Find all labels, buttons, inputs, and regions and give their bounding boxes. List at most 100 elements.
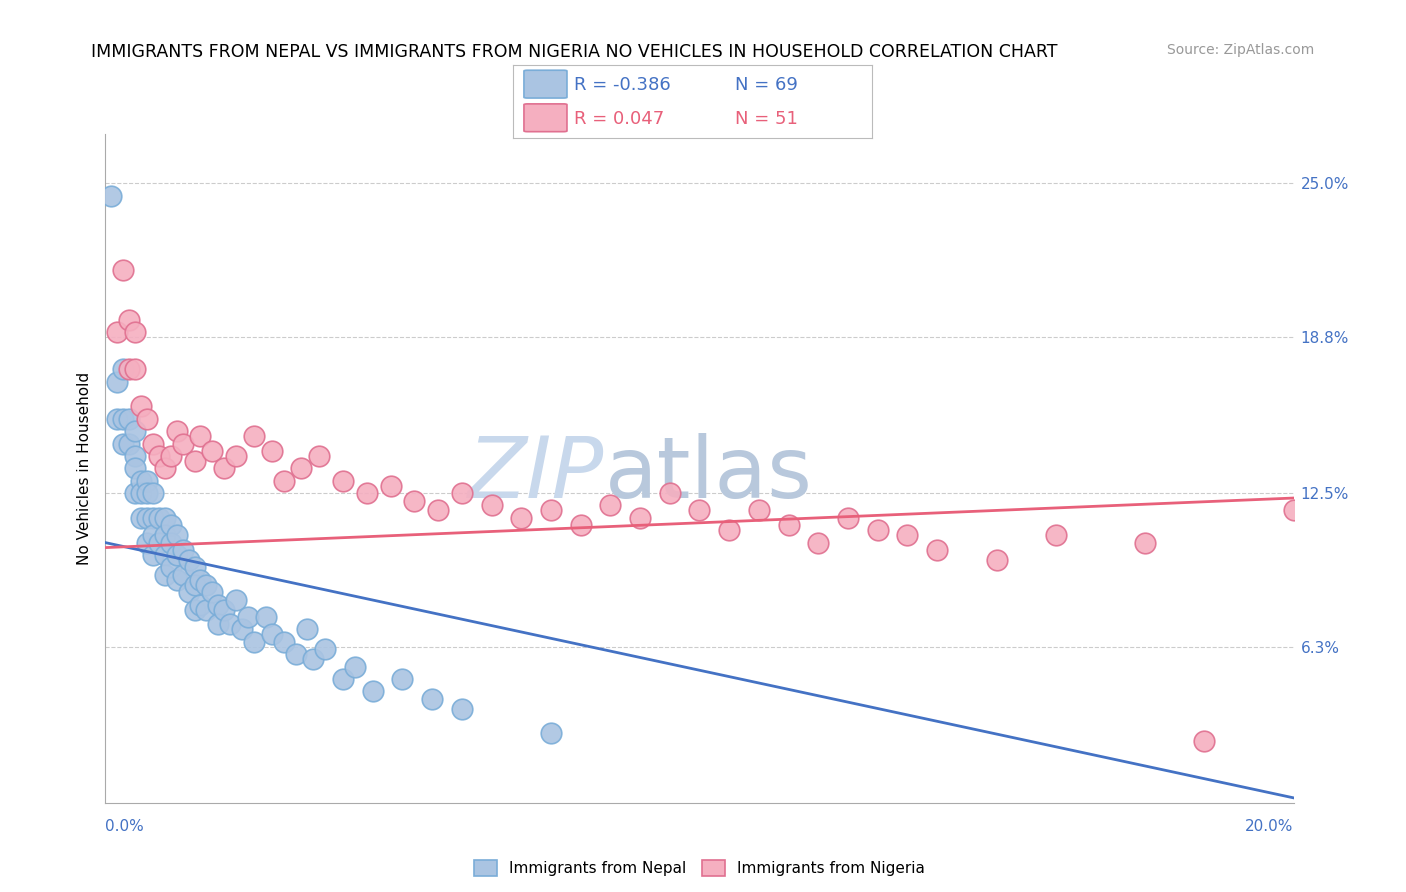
Text: N = 69: N = 69 xyxy=(735,76,799,94)
Point xyxy=(124,461,146,475)
Point xyxy=(177,553,200,567)
Point xyxy=(540,503,562,517)
Point xyxy=(129,486,152,500)
Point xyxy=(236,610,259,624)
Text: R = 0.047: R = 0.047 xyxy=(574,110,665,128)
Text: R = -0.386: R = -0.386 xyxy=(574,76,671,94)
Point xyxy=(195,578,218,592)
Point xyxy=(105,325,128,339)
Point xyxy=(136,511,159,525)
Point xyxy=(450,701,472,715)
Point xyxy=(129,400,152,414)
Point xyxy=(118,362,141,376)
Point xyxy=(166,528,188,542)
Point xyxy=(190,598,212,612)
Text: N = 51: N = 51 xyxy=(735,110,799,128)
Point xyxy=(124,362,146,376)
Point xyxy=(927,543,949,558)
Point xyxy=(105,375,128,389)
Point xyxy=(142,486,165,500)
Point xyxy=(380,478,402,492)
Point xyxy=(166,424,188,438)
Point xyxy=(183,454,205,468)
Legend: Immigrants from Nepal, Immigrants from Nigeria: Immigrants from Nepal, Immigrants from N… xyxy=(468,854,931,882)
Point xyxy=(112,436,135,450)
Point xyxy=(118,436,141,450)
Point xyxy=(1045,528,1067,542)
Point xyxy=(183,560,205,574)
Point xyxy=(142,548,165,562)
Point xyxy=(214,602,236,616)
Point xyxy=(540,726,562,740)
Point xyxy=(896,528,918,542)
Point xyxy=(159,535,181,549)
Point xyxy=(243,634,266,648)
Point xyxy=(658,486,681,500)
Point xyxy=(183,602,205,616)
Point xyxy=(260,627,283,641)
Point xyxy=(748,503,770,517)
Point xyxy=(172,543,194,558)
Point xyxy=(129,511,152,525)
Point xyxy=(201,585,224,599)
Point xyxy=(391,672,413,686)
Point xyxy=(273,634,295,648)
Text: ZIP: ZIP xyxy=(468,434,605,516)
Point xyxy=(153,528,176,542)
Point xyxy=(153,511,176,525)
Y-axis label: No Vehicles in Household: No Vehicles in Household xyxy=(76,372,91,565)
Point xyxy=(807,535,830,549)
Point xyxy=(356,486,378,500)
Text: atlas: atlas xyxy=(605,434,813,516)
Point xyxy=(201,444,224,458)
Point xyxy=(166,573,188,587)
Text: 0.0%: 0.0% xyxy=(105,820,145,834)
Point xyxy=(225,449,247,463)
Point xyxy=(124,424,146,438)
Point xyxy=(142,436,165,450)
Point xyxy=(481,499,503,513)
Point xyxy=(332,474,354,488)
Point xyxy=(112,362,135,376)
Point xyxy=(231,623,253,637)
Point xyxy=(1133,535,1156,549)
Text: IMMIGRANTS FROM NEPAL VS IMMIGRANTS FROM NIGERIA NO VEHICLES IN HOUSEHOLD CORREL: IMMIGRANTS FROM NEPAL VS IMMIGRANTS FROM… xyxy=(91,43,1057,61)
Point xyxy=(254,610,277,624)
Point xyxy=(118,312,141,326)
Point xyxy=(297,623,319,637)
Point xyxy=(129,474,152,488)
Point xyxy=(450,486,472,500)
Point xyxy=(510,511,533,525)
Point xyxy=(599,499,621,513)
Point xyxy=(243,429,266,443)
Point xyxy=(172,436,194,450)
Point xyxy=(569,518,592,533)
Point xyxy=(1282,503,1305,517)
Point xyxy=(284,647,307,661)
Point xyxy=(290,461,312,475)
Point xyxy=(219,617,242,632)
Point xyxy=(308,449,330,463)
Point xyxy=(159,518,181,533)
Point xyxy=(986,553,1008,567)
Point xyxy=(628,511,651,525)
Point xyxy=(190,429,212,443)
Point xyxy=(136,474,159,488)
Text: Source: ZipAtlas.com: Source: ZipAtlas.com xyxy=(1167,43,1315,57)
Point xyxy=(148,511,170,525)
Point xyxy=(112,263,135,277)
Point xyxy=(778,518,800,533)
Point xyxy=(343,659,366,673)
Point xyxy=(148,449,170,463)
Point xyxy=(866,523,889,537)
Point xyxy=(142,511,165,525)
Point xyxy=(166,548,188,562)
Point xyxy=(718,523,741,537)
Point xyxy=(124,325,146,339)
Point xyxy=(136,411,159,425)
Point xyxy=(837,511,859,525)
Point xyxy=(361,684,384,698)
Point xyxy=(273,474,295,488)
Point xyxy=(302,652,325,666)
Point xyxy=(1194,734,1216,748)
